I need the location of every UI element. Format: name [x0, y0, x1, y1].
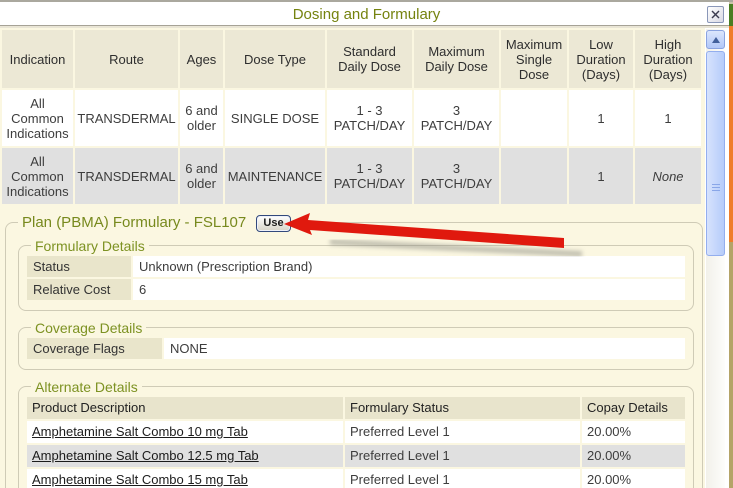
- status-value: Unknown (Prescription Brand): [133, 255, 685, 277]
- coverage-details-section: Coverage Details Coverage Flags NONE: [18, 319, 694, 370]
- table-header-cell: Standard Daily Dose: [327, 30, 412, 88]
- table-cell: [501, 148, 567, 204]
- product-cell: Amphetamine Salt Combo 15 mg Tab: [27, 468, 343, 488]
- product-link[interactable]: Amphetamine Salt Combo 12.5 mg Tab: [32, 447, 259, 463]
- vertical-scrollbar[interactable]: [706, 29, 725, 488]
- table-cell: 3 PATCH/DAY: [414, 90, 499, 146]
- use-button[interactable]: Use: [256, 214, 291, 232]
- coverage-details-legend: Coverage Details: [35, 319, 143, 336]
- table-cell: 3 PATCH/DAY: [414, 148, 499, 204]
- scrollbar-thumb[interactable]: [706, 51, 725, 256]
- table-cell: All Common Indications: [2, 148, 73, 204]
- status-row: Status Unknown (Prescription Brand): [27, 255, 685, 277]
- product-link[interactable]: Amphetamine Salt Combo 10 mg Tab: [32, 423, 248, 439]
- relative-cost-label: Relative Cost: [27, 278, 131, 300]
- close-button[interactable]: [707, 6, 724, 23]
- table-header-cell: Formulary Status: [345, 396, 580, 419]
- formulary-details-section: Formulary Details Status Unknown (Prescr…: [18, 237, 694, 311]
- table-cell: 1: [569, 148, 633, 204]
- alternate-details-section: Alternate Details Product Description Fo…: [18, 378, 694, 488]
- formulary-status-cell: Preferred Level 1: [345, 468, 580, 488]
- coverage-flags-label: Coverage Flags: [27, 337, 162, 359]
- table-cell: None: [635, 148, 701, 204]
- window-edge-orange: [729, 26, 733, 242]
- window-edge-green: [729, 4, 733, 26]
- alternate-details-legend: Alternate Details: [35, 378, 138, 395]
- relative-cost-value: 6: [133, 278, 685, 300]
- table-header-cell: Indication: [2, 30, 73, 88]
- table-cell: MAINTENANCE: [225, 148, 325, 204]
- table-cell: TRANSDERMAL: [75, 148, 178, 204]
- window-edge-tan: [729, 242, 733, 488]
- table-cell: 1: [569, 90, 633, 146]
- table-header-cell: Dose Type: [225, 30, 325, 88]
- formulary-status-cell: Preferred Level 1: [345, 444, 580, 467]
- table-header-cell: Ages: [180, 30, 223, 88]
- formulary-status-cell: Preferred Level 1: [345, 420, 580, 443]
- table-header-cell: Low Duration (Days): [569, 30, 633, 88]
- table-cell: [501, 90, 567, 146]
- scroll-up-icon: [711, 36, 720, 43]
- alternate-details-table: Product Description Formulary Status Cop…: [27, 396, 685, 488]
- plan-formulary-section: Plan (PBMA) Formulary - FSL107 Use Formu…: [5, 214, 703, 488]
- copay-cell: 20.00%: [582, 420, 685, 443]
- content-area: Indication Route Ages Dose Type Standard…: [0, 28, 705, 488]
- status-label: Status: [27, 255, 131, 277]
- coverage-flags-row: Coverage Flags NONE: [27, 337, 685, 359]
- table-cell: 1 - 3 PATCH/DAY: [327, 90, 412, 146]
- product-cell: Amphetamine Salt Combo 12.5 mg Tab: [27, 444, 343, 467]
- relative-cost-row: Relative Cost 6: [27, 278, 685, 300]
- close-icon: [711, 10, 720, 19]
- window-title: Dosing and Formulary: [292, 6, 441, 23]
- table-header-cell: Route: [75, 30, 178, 88]
- plan-formulary-legend: Plan (PBMA) Formulary - FSL107 Use: [18, 214, 295, 232]
- copay-cell: 20.00%: [582, 468, 685, 488]
- table-cell: 1 - 3 PATCH/DAY: [327, 148, 412, 204]
- table-cell: All Common Indications: [2, 90, 73, 146]
- table-cell: TRANSDERMAL: [75, 90, 178, 146]
- table-cell: 6 and older: [180, 148, 223, 204]
- table-header-cell: High Duration (Days): [635, 30, 701, 88]
- coverage-flags-value: NONE: [164, 337, 685, 359]
- table-cell: SINGLE DOSE: [225, 90, 325, 146]
- table-cell: 6 and older: [180, 90, 223, 146]
- table-header-cell: Maximum Daily Dose: [414, 30, 499, 88]
- scroll-up-button[interactable]: [706, 30, 725, 49]
- table-header-cell: Product Description: [27, 396, 343, 419]
- table-cell: 1: [635, 90, 701, 146]
- dosing-table: Indication Route Ages Dose Type Standard…: [0, 28, 705, 206]
- scrollbar-track[interactable]: [706, 257, 725, 488]
- titlebar: Dosing and Formulary: [0, 4, 733, 26]
- formulary-details-legend: Formulary Details: [35, 237, 145, 254]
- product-cell: Amphetamine Salt Combo 10 mg Tab: [27, 420, 343, 443]
- product-link[interactable]: Amphetamine Salt Combo 15 mg Tab: [32, 471, 248, 487]
- plan-formulary-title: Plan (PBMA) Formulary - FSL107: [22, 214, 247, 231]
- table-header-cell: Maximum Single Dose: [501, 30, 567, 88]
- table-header-cell: Copay Details: [582, 396, 685, 419]
- copay-cell: 20.00%: [582, 444, 685, 467]
